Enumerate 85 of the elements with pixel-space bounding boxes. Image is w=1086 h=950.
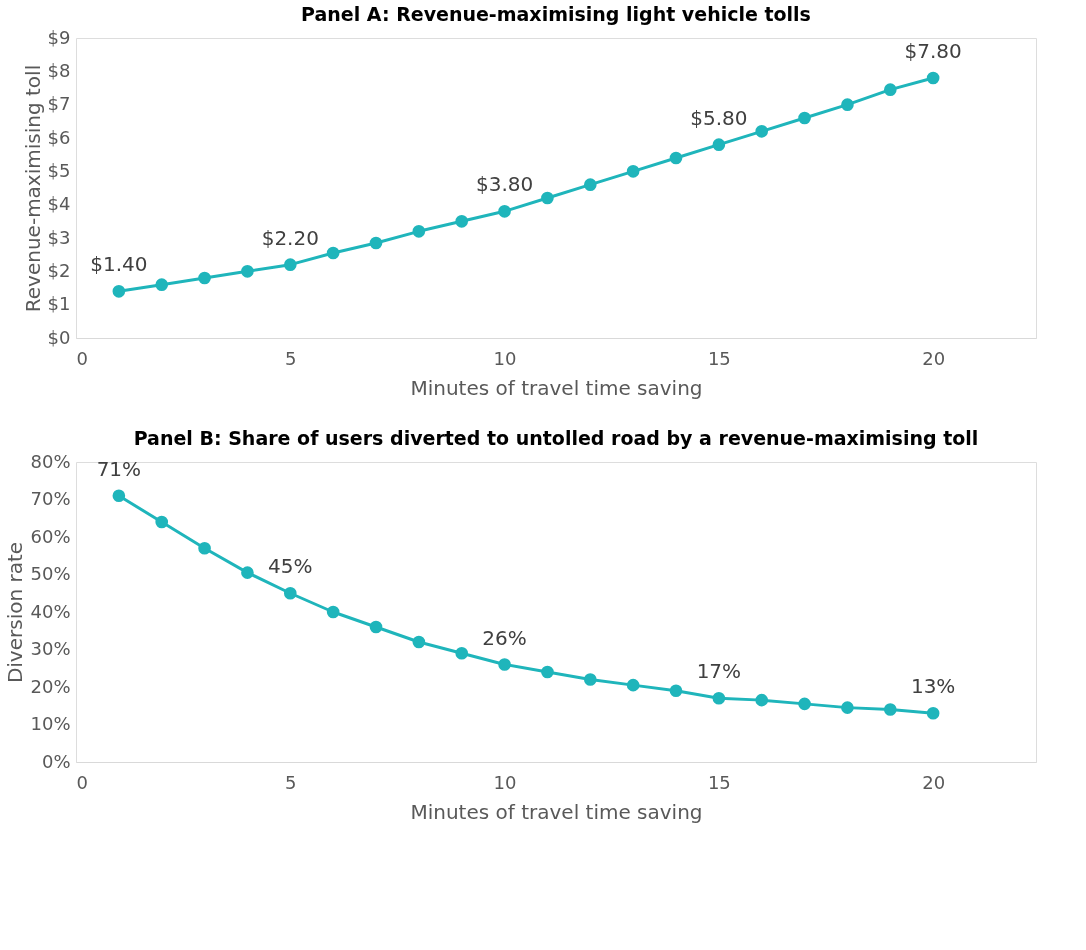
y-tick-label: $8	[47, 59, 71, 81]
point	[412, 635, 426, 649]
data-label: 13%	[910, 674, 956, 699]
y-tick-label: 30%	[30, 638, 71, 659]
point	[455, 215, 469, 228]
y-tick-label: $1	[47, 293, 71, 315]
point	[198, 541, 211, 555]
y-axis-title: Revenue-maximising toll	[20, 64, 45, 313]
y-tick-label: 50%	[30, 563, 71, 584]
point	[583, 673, 597, 686]
point	[112, 285, 126, 298]
point	[669, 684, 683, 698]
data-label: 26%	[482, 625, 527, 650]
y-tick-label: $6	[47, 126, 71, 148]
point	[669, 151, 683, 165]
x-tick-label: 20	[922, 771, 946, 793]
data-label: 17%	[696, 659, 742, 684]
data-label: $7.80	[904, 39, 962, 63]
x-tick-label: 20	[922, 347, 946, 369]
y-tick-label: 0%	[41, 750, 71, 772]
point	[455, 646, 469, 660]
y-tick-label: $3	[47, 226, 71, 248]
point	[755, 125, 769, 138]
y-axis-title: Diversion rate	[3, 541, 28, 684]
point	[841, 98, 854, 111]
y-tick-label: 20%	[30, 675, 71, 697]
y-tick-label: $5	[47, 159, 71, 181]
point	[798, 111, 811, 125]
y-tick-label: 40%	[30, 600, 71, 622]
point	[541, 665, 554, 679]
y-tick-label: $7	[47, 93, 71, 115]
point	[583, 178, 597, 191]
point	[626, 165, 640, 178]
data-label: $5.80	[690, 105, 748, 130]
point	[883, 703, 897, 716]
point	[926, 71, 940, 85]
point	[369, 236, 383, 250]
point	[112, 489, 126, 503]
data-label: $2.20	[261, 225, 319, 250]
x-tick-label: 15	[707, 347, 731, 369]
x-axis-title: Minutes of travel time saving	[410, 799, 703, 824]
x-tick-label: 0	[76, 771, 88, 793]
x-tick-label: 5	[285, 347, 297, 369]
data-label: $3.80	[475, 172, 534, 197]
data-label: 45%	[268, 554, 313, 579]
point	[541, 191, 554, 205]
point	[712, 138, 726, 151]
point	[326, 246, 340, 260]
point	[841, 701, 854, 714]
chart-title: Panel B: Share of users diverted to untolled road by a revenue-maximising toll	[133, 427, 979, 449]
data-label: 71%	[96, 456, 142, 481]
point	[712, 691, 726, 705]
point	[926, 706, 940, 720]
x-tick-label: 10	[493, 771, 517, 793]
y-tick-label: 10%	[30, 713, 71, 734]
point	[198, 271, 211, 285]
point	[798, 697, 811, 711]
chart-title: Panel A: Revenue-maximising light vehicle tolls	[301, 3, 811, 25]
y-tick-label: $9	[47, 26, 71, 48]
point	[498, 658, 511, 671]
point	[155, 278, 169, 291]
y-tick-label: 70%	[30, 488, 71, 509]
x-axis-title: Minutes of travel time saving	[410, 375, 703, 400]
x-tick-label: 15	[707, 771, 731, 793]
x-tick-label: 5	[285, 771, 297, 793]
y-tick-label: 80%	[30, 450, 71, 472]
point	[883, 83, 897, 96]
x-tick-label: 0	[76, 347, 88, 369]
y-tick-label: $4	[47, 193, 71, 215]
point	[498, 205, 511, 218]
point	[283, 586, 297, 600]
point	[369, 620, 383, 634]
y-tick-label: $0	[47, 326, 71, 348]
point	[326, 605, 340, 619]
point	[755, 693, 769, 707]
y-tick-label: 60%	[30, 525, 71, 547]
data-label: $1.40	[90, 252, 148, 277]
y-tick-label: $2	[47, 259, 71, 281]
x-tick-label: 10	[493, 347, 517, 369]
point	[626, 678, 640, 692]
point	[241, 566, 254, 579]
point	[241, 265, 254, 278]
point	[283, 258, 297, 271]
point	[412, 225, 426, 238]
point	[155, 515, 169, 529]
